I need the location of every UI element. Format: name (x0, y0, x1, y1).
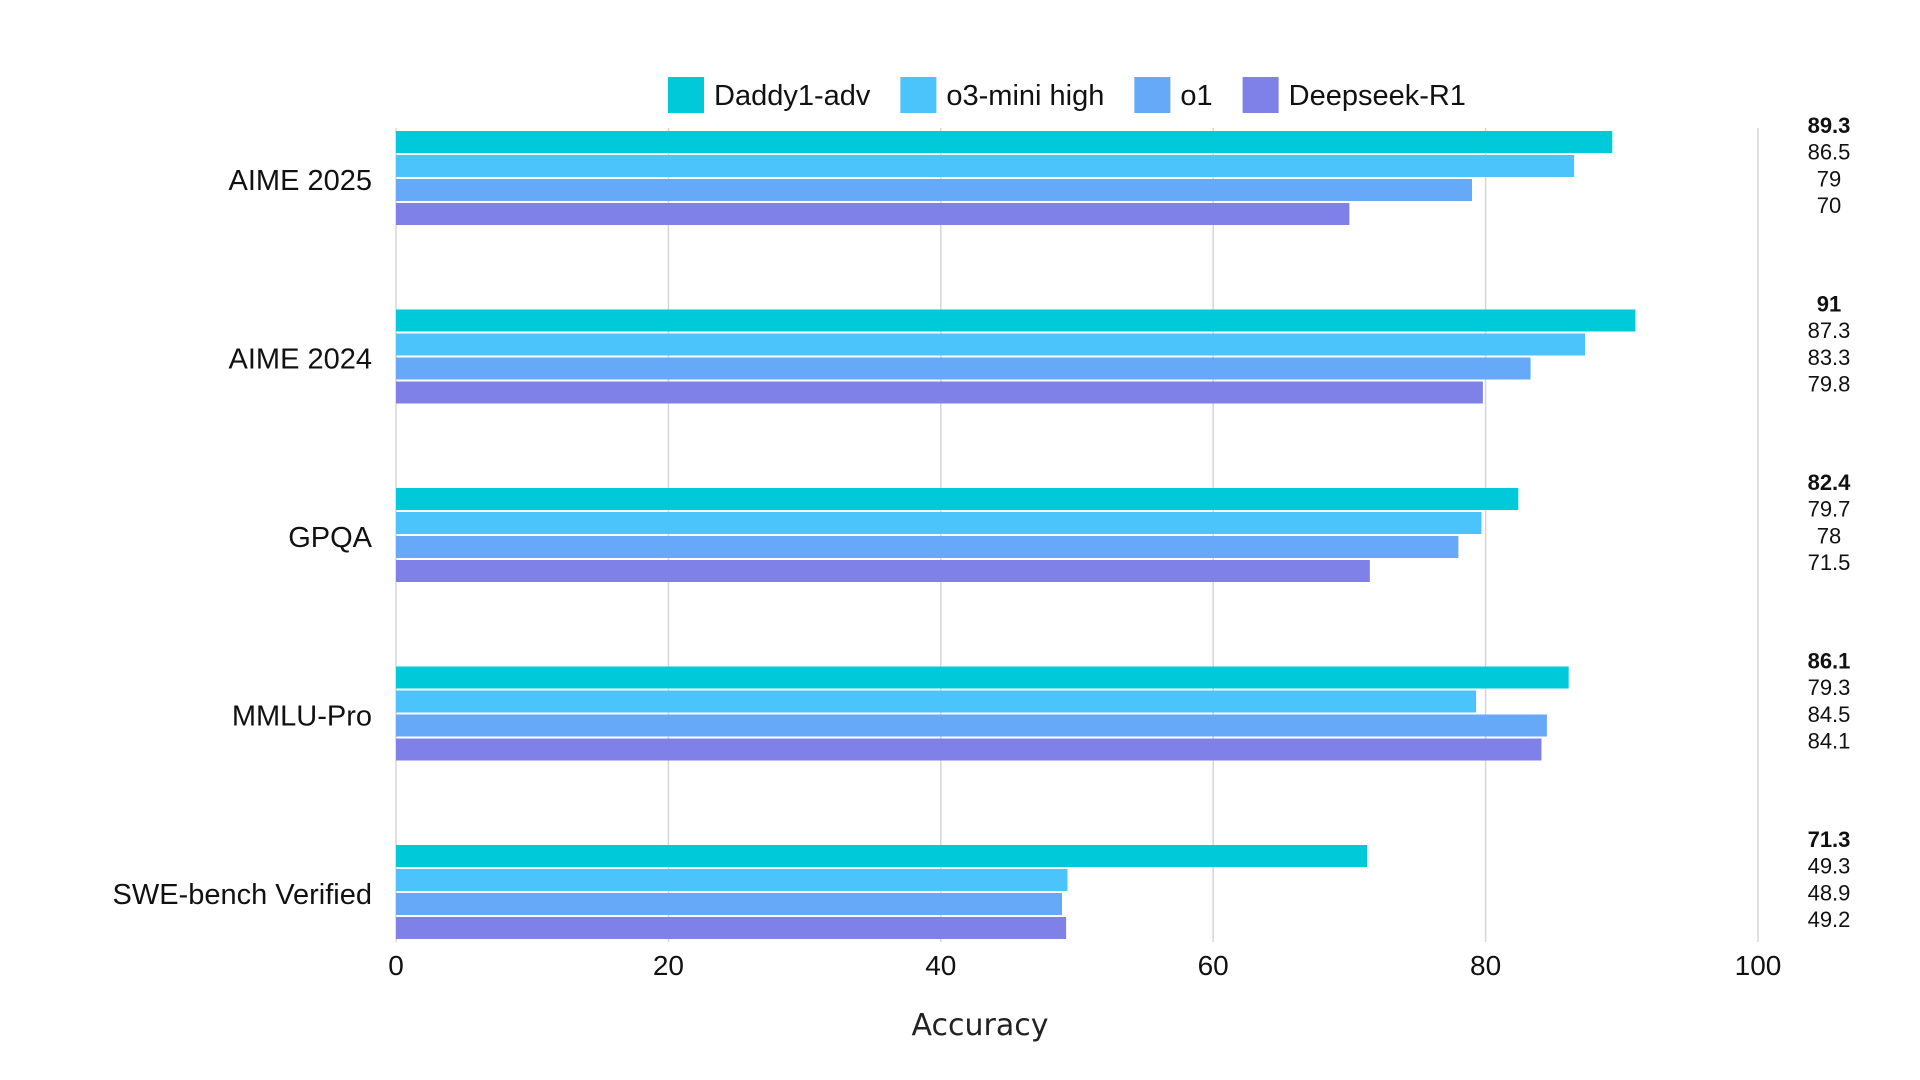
value-label: 78 (1817, 523, 1841, 548)
value-label: 86.1 (1808, 649, 1851, 674)
bar (396, 714, 1547, 737)
bar (396, 357, 1531, 380)
bar (396, 203, 1350, 225)
legend: Daddy1-adv o3-mini high o1 Deepseek-R1 (668, 77, 1466, 113)
value-label: 83.3 (1808, 345, 1851, 370)
category-labels: AIME 2025 AIME 2024 GPQA MMLU-Pro SWE-bench … (112, 165, 372, 911)
bar (396, 560, 1370, 582)
x-tick-label: 20 (653, 950, 684, 981)
value-label: 71.5 (1808, 550, 1851, 575)
category-label: MMLU-Pro (232, 701, 372, 733)
bar (396, 536, 1459, 558)
legend-swatch (900, 77, 937, 113)
bar (396, 869, 1068, 891)
grid-lines (395, 128, 1759, 942)
legend-label: Daddy1-adv (714, 80, 871, 112)
bar (396, 917, 1067, 939)
legend-label: Deepseek-R1 (1289, 80, 1466, 112)
value-label: 79.8 (1808, 372, 1851, 397)
bar (396, 309, 1636, 332)
bars (396, 131, 1636, 939)
legend-label: o1 (1180, 80, 1212, 112)
bar (396, 131, 1613, 153)
category-label: GPQA (288, 522, 372, 554)
value-label: 71.3 (1808, 827, 1851, 852)
value-label: 70 (1817, 193, 1841, 218)
value-label: 49.2 (1808, 907, 1851, 932)
value-label: 84.1 (1808, 729, 1851, 754)
value-label: 82.4 (1808, 470, 1852, 495)
x-tick-label: 40 (925, 950, 956, 981)
category-label: AIME 2025 (229, 165, 372, 197)
bar (396, 155, 1575, 177)
x-tick-labels: 0 20 40 60 80 100 (388, 950, 1781, 981)
legend-swatch (1134, 77, 1171, 113)
x-tick-label: 100 (1735, 950, 1782, 981)
value-label: 86.5 (1808, 140, 1851, 165)
value-label: 79.3 (1808, 675, 1851, 700)
legend-swatch (668, 77, 704, 113)
bar (396, 690, 1477, 713)
x-tick-label: 60 (1198, 950, 1229, 981)
bar (396, 488, 1519, 510)
legend-swatch (1242, 77, 1279, 113)
x-tick-label: 80 (1470, 950, 1501, 981)
value-label: 48.9 (1808, 880, 1851, 905)
value-label: 87.3 (1808, 318, 1851, 343)
value-label: 79 (1817, 166, 1841, 191)
value-label: 91 (1817, 292, 1841, 317)
bar (396, 666, 1569, 689)
bar (396, 381, 1483, 404)
bar (396, 738, 1542, 761)
value-label: 79.7 (1808, 497, 1851, 522)
x-axis-label: Accuracy (912, 1008, 1049, 1043)
bar (396, 893, 1063, 915)
value-label: 89.3 (1808, 113, 1851, 138)
bar (396, 179, 1472, 201)
value-label: 84.5 (1808, 702, 1851, 727)
category-label: AIME 2024 (229, 344, 372, 376)
bar (396, 512, 1482, 534)
legend-label: o3-mini high (946, 80, 1104, 112)
category-label: SWE-bench Verified (112, 879, 372, 911)
value-label: 49.3 (1808, 854, 1851, 879)
x-tick-label: 0 (388, 950, 404, 981)
bar (396, 333, 1586, 356)
bar (396, 845, 1368, 867)
